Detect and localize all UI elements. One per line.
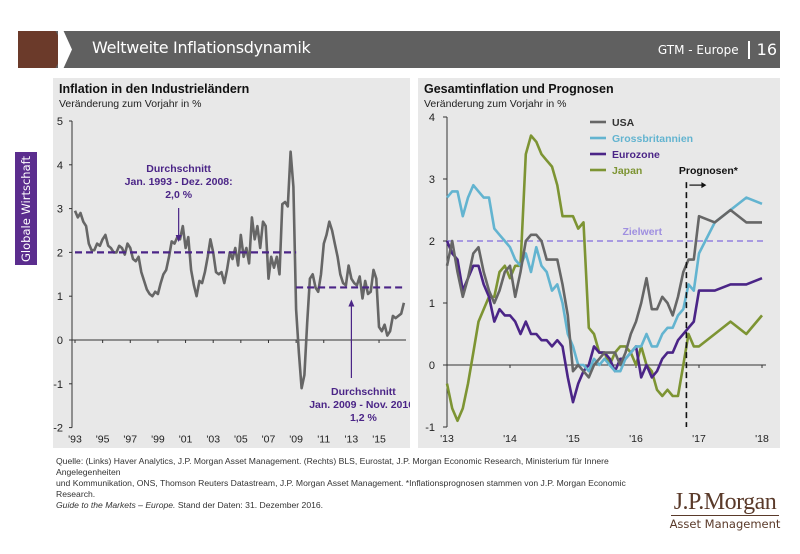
section-tab[interactable]: Globale Wirtschaft (15, 152, 37, 265)
legend-label-eurozone: Eurozone (612, 149, 660, 161)
x-tick-label: '15 (372, 434, 386, 446)
logo-subtitle: Asset Management (669, 517, 781, 531)
x-tick-label: '99 (151, 434, 165, 446)
x-tick-label: '13 (440, 433, 454, 445)
source-line-3: Guide to the Markets – Europe. Stand der… (56, 500, 656, 511)
x-tick-label: '15 (566, 433, 580, 445)
x-tick-label: '03 (206, 434, 220, 446)
y-tick-label: 1 (57, 291, 63, 303)
legend-label-grossbritannien: Grossbritannien (612, 133, 693, 145)
forecast-label: Prognosen* (679, 165, 739, 177)
page-number: 16 (756, 40, 777, 59)
y-tick-label: 3 (429, 174, 435, 186)
series-line-eurozone (445, 240, 763, 404)
y-tick-label: 2 (57, 247, 63, 259)
source-line-2: und Kommunikation, ONS, Thomson Reuters … (56, 478, 626, 499)
annotation-2-arrowhead (348, 299, 355, 307)
source-line-1: Quelle: (Links) Haver Analytics, J.P. Mo… (56, 456, 609, 477)
annotation-2-line: Durchschnitt (331, 386, 396, 398)
footer-source: Quelle: (Links) Haver Analytics, J.P. Mo… (56, 456, 656, 511)
annotation-1-arrowhead (175, 235, 182, 242)
logo-name: J.P.Morgan (673, 489, 777, 515)
right-chart: 4 3 2 1 0 -1 '13 '14 '15 '16 '17 '18 Zielwert Prognos… (425, 112, 769, 445)
header-separator (747, 40, 750, 59)
data-date: Stand der Daten: 31. Dezember 2016. (175, 500, 324, 510)
x-tick-label: '07 (262, 434, 276, 446)
x-tick-label: '16 (629, 433, 643, 445)
x-tick-label: '18 (755, 433, 769, 445)
y-tick-label: 4 (57, 160, 63, 172)
x-tick-label: '13 (345, 434, 359, 446)
y-tick-label: -2 (53, 423, 63, 435)
series-line-grossbritannien (446, 183, 763, 373)
x-tick-label: '95 (96, 434, 110, 446)
header-bar (40, 31, 780, 68)
left-chart-panel: Inflation in den Industrieländern Veränd… (53, 78, 410, 448)
section-tab-label: Globale Wirtschaft (19, 155, 33, 262)
forecast-arrowhead (701, 182, 707, 189)
y-tick-label: 2 (429, 236, 435, 248)
legend-label-usa: USA (612, 117, 635, 129)
x-tick-label: '01 (179, 434, 193, 446)
y-tick-label: 0 (57, 335, 63, 347)
logo-rule (671, 515, 779, 516)
annotation-2-line: Jan. 2009 - Nov. 2016: (309, 399, 410, 411)
right-chart-title: Gesamtinflation und Prognosen (424, 82, 614, 96)
page-title: Weltweite Inflationsdynamik (92, 38, 311, 57)
y-tick-label: 5 (57, 116, 63, 128)
y-tick-label: -1 (425, 422, 435, 434)
target-label: Zielwert (622, 226, 662, 238)
series-line-usa (445, 208, 762, 379)
y-tick-label: 1 (429, 298, 435, 310)
series-line-inflation (73, 150, 406, 390)
x-tick-label: '93 (68, 434, 82, 446)
y-tick-label: 0 (429, 360, 435, 372)
x-tick-label: '97 (123, 434, 137, 446)
series-line-japan (445, 134, 763, 423)
left-chart-subtitle: Veränderung zum Vorjahr in % (59, 98, 202, 110)
annotation-2-line: 1,2 % (350, 412, 378, 424)
legend-label-japan: Japan (612, 165, 642, 177)
y-tick-label: -1 (53, 379, 63, 391)
x-tick-label: '11 (317, 434, 330, 446)
jpmorgan-logo: J.P.Morgan Asset Management (665, 490, 785, 531)
x-tick-label: '05 (234, 434, 248, 446)
left-chart-title: Inflation in den Industrieländern (59, 82, 250, 96)
y-tick-label: 4 (429, 112, 435, 124)
x-tick-label: '17 (692, 433, 706, 445)
x-tick-label: '14 (503, 433, 517, 445)
annotation-1-line: Durchschnitt (146, 163, 211, 175)
x-tick-label: '09 (289, 434, 303, 446)
left-chart: 5 4 3 2 1 0 -1 -2 '93 '95 '97 '99 '01 '03 '05 '07 '09 '11… (53, 116, 410, 446)
right-chart-subtitle: Veränderung zum Vorjahr in % (424, 98, 567, 110)
y-tick-label: 3 (57, 204, 63, 216)
annotation-1-line: 2,0 % (165, 189, 193, 201)
header-right: GTM - Europe 16 (658, 40, 777, 59)
right-chart-panel: Gesamtinflation und Prognosen Veränderun… (418, 78, 780, 448)
guide-title: Guide to the Markets – Europe. (56, 500, 176, 510)
annotation-1-line: Jan. 1993 - Dez. 2008: (125, 176, 233, 188)
series-label: GTM - Europe (657, 42, 739, 57)
